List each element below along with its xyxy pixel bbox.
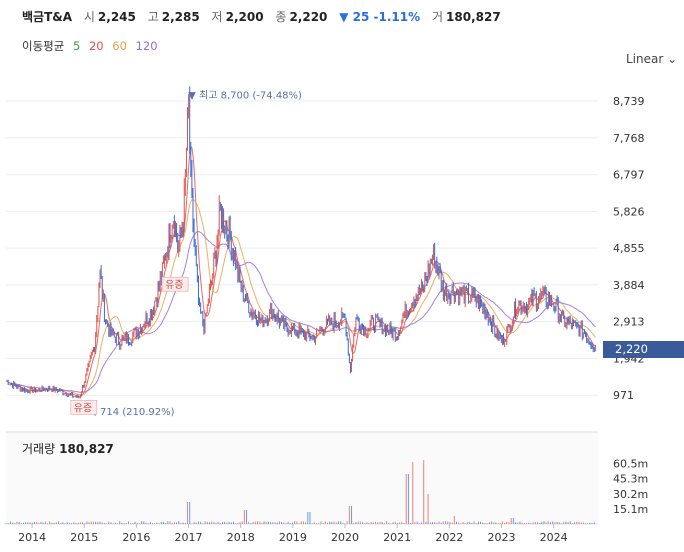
high-label: 고 [147,10,159,24]
x-tick-label: 2023 [488,531,516,544]
x-tick-label: 2016 [122,531,150,544]
event-marker-label: 유증 [165,279,183,291]
current-price-badge: 2,220 [603,341,684,358]
volume-grid-lines [6,431,598,525]
chevron-down-icon: ⌄ [667,52,678,66]
ma-legend-title: 이동평균 [22,39,65,53]
y-tick-label: 5,826 [613,205,645,218]
open-value: 2,245 [97,10,136,24]
ma-5-label: 5 [72,39,81,53]
x-tick-label: 2024 [540,531,568,544]
volume-label: 거 [431,10,444,24]
scale-label: Linear [626,52,664,66]
high-value: 2,285 [161,10,200,24]
ma-120-label: 120 [135,39,158,53]
ma-60-line [5,199,596,396]
x-tick-label: 2022 [435,531,463,544]
event-marker-box [161,276,189,292]
volume-value: 180,827 [446,10,501,24]
open-label: 시 [83,10,95,24]
volume-bars [5,460,595,524]
volume-tick-label: 15.1m [613,503,648,516]
low-value: 2,200 [225,10,264,24]
volume-panel-label: 거래량 [22,442,56,456]
volume-panel-bg [6,432,598,524]
volume-tick-label: 60.5m [613,458,648,471]
y-tick-label: 971 [613,389,634,402]
grid-lines [6,100,598,396]
x-tick-label: 2020 [331,531,359,544]
volume-tick-label: 30.2m [613,488,648,501]
x-tick-label: 2021 [383,531,411,544]
scale-toggle-button[interactable]: Linear ⌄ [626,52,677,66]
x-tick-label: 2015 [70,531,98,544]
x-axis-ticks: 2014 2015 2016 2017 2018 2019 2020 2021 2022 2023… [18,524,568,544]
y-tick-label: 7,768 [613,132,645,145]
high-annotation: ▼ 최고 8,700 (-74.48%) [188,90,302,102]
y-tick-label: 3,884 [613,279,645,292]
moving-average-legend[interactable]: 이동평균 5 20 60 120 [22,38,163,54]
x-tick-label: 2018 [227,531,255,544]
event-marker-box [70,399,98,415]
volume-panel-title: 거래량 180,827 [22,440,114,457]
y-tick-label: 2,913 [613,316,645,329]
event-marker-label: 유증 [74,402,92,414]
volume-panel-value: 180,827 [59,442,114,456]
quote-header: 백금T&A 시 2,245 고 2,285 저 2,200 종 2,220 ▼ 25 -… [22,8,509,25]
close-value: 2,220 [289,10,328,24]
x-tick-label: 2017 [175,531,203,544]
stock-name: 백금T&A [22,10,73,24]
x-tick-label: 2014 [18,531,46,544]
moving-average-lines [5,145,596,398]
y-tick-label: 6,797 [613,169,645,182]
ma-120-line [5,231,596,393]
ma-20-label: 20 [88,39,104,53]
low-label: 저 [211,10,223,24]
current-price-value: 2,220 [615,342,648,356]
volume-tick-label: 45.3m [613,473,648,486]
price-candles [6,86,596,399]
y-tick-label: 4,855 [613,242,645,255]
x-tick-label: 2019 [279,531,307,544]
change-value: ▼ 25 -1.11% [339,10,421,24]
close-label: 종 [275,10,287,24]
y-tick-label: 8,739 [613,95,645,108]
ma-20-line [5,145,596,398]
volume-axis-ticks: 60.5m 45.3m 30.2m 15.1m [613,458,648,516]
low-annotation: 저 714 (210.92%) [88,406,175,418]
ma-60-label: 60 [112,39,127,53]
